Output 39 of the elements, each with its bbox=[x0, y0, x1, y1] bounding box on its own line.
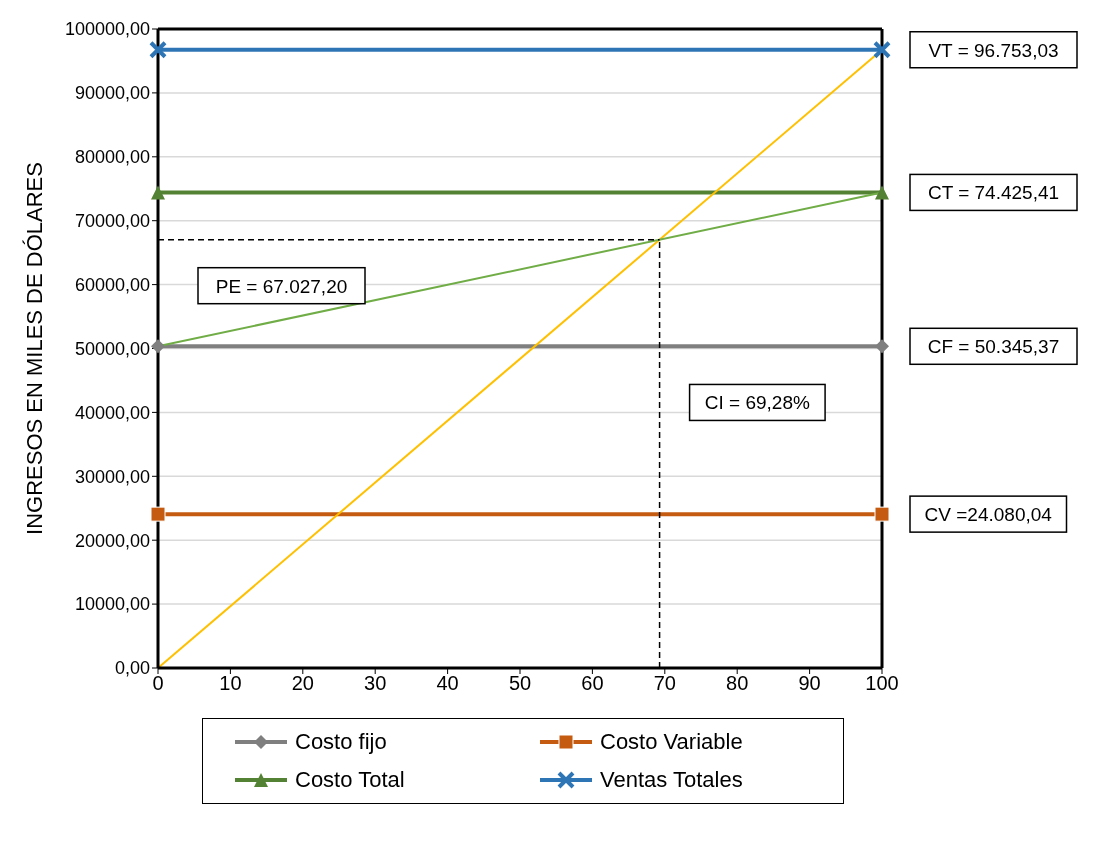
x-tick-label: 90 bbox=[798, 672, 821, 695]
legend-label: Costo Variable bbox=[600, 729, 743, 755]
y-tick-label: 30000,00 bbox=[74, 466, 150, 487]
point bbox=[149, 40, 167, 59]
y-tick-label: 80000,00 bbox=[74, 147, 150, 168]
y-tick-label: 70000,00 bbox=[74, 211, 150, 232]
x-tick-label: 10 bbox=[219, 672, 242, 695]
point bbox=[875, 339, 889, 354]
y-tick-label: 0,00 bbox=[114, 658, 150, 679]
y-tick-label: 90000,00 bbox=[74, 83, 150, 104]
y-tick-label: 20000,00 bbox=[74, 530, 150, 551]
point bbox=[150, 506, 166, 522]
y-axis-title: INGRESOS EN MILES DE DÓLARES bbox=[21, 162, 47, 535]
x-tick-label: 0 bbox=[152, 672, 164, 695]
ref-line-label: PE = 67.027,20 bbox=[215, 275, 348, 297]
x-tick-label: 40 bbox=[436, 672, 459, 695]
y-tick-label: 60000,00 bbox=[74, 274, 150, 295]
text: CF = 50.345,37 bbox=[927, 336, 1060, 358]
ref-line-label: CI = 69,28% bbox=[704, 392, 810, 414]
point bbox=[874, 506, 890, 522]
x-tick-label: 70 bbox=[653, 672, 676, 695]
text: VT = 96.753,03 bbox=[928, 39, 1059, 61]
text: CV =24.080,04 bbox=[924, 504, 1053, 526]
point bbox=[151, 339, 165, 354]
x-tick-label: 80 bbox=[726, 672, 749, 695]
x-tick-label: 100 bbox=[865, 672, 899, 695]
x-tick-label: 20 bbox=[291, 672, 314, 695]
text: CT = 74.425,41 bbox=[927, 182, 1060, 204]
x-tick-label: 30 bbox=[364, 672, 387, 695]
legend-label: Costo fijo bbox=[295, 729, 387, 755]
point bbox=[873, 40, 891, 59]
x-tick-label: 60 bbox=[581, 672, 604, 695]
x-tick-label: 50 bbox=[508, 672, 532, 695]
legend-label: Ventas Totales bbox=[600, 767, 743, 793]
y-tick-label: 100000,00 bbox=[64, 19, 150, 40]
y-tick-label: 50000,00 bbox=[74, 338, 150, 359]
y-tick-label: 40000,00 bbox=[74, 402, 150, 423]
legend-label: Costo Total bbox=[295, 767, 405, 793]
y-tick-label: 10000,00 bbox=[74, 594, 150, 615]
